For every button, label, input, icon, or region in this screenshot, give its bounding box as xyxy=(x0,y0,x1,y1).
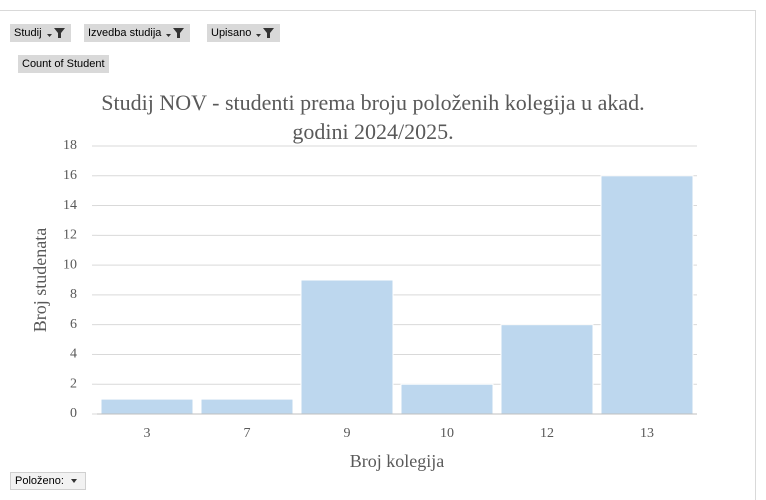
bar xyxy=(300,279,394,415)
y-tick-label: 12 xyxy=(63,228,77,243)
x-tick-label: 12 xyxy=(540,426,554,441)
bar xyxy=(100,398,194,415)
y-tick-label: 4 xyxy=(70,347,77,362)
y-axis-label: Broj studenata xyxy=(30,228,50,332)
value-field-label: Count of Student xyxy=(22,58,105,70)
bar xyxy=(400,383,494,415)
filter-label: Izvedba studija xyxy=(88,27,162,39)
x-tick-label: 9 xyxy=(344,426,351,441)
x-tick-label: 13 xyxy=(640,426,654,441)
bar xyxy=(500,324,594,415)
x-axis-label: Broj kolegija xyxy=(350,451,444,471)
filter-icon xyxy=(166,28,185,38)
x-tick-label: 7 xyxy=(244,426,251,441)
axis-field-button[interactable]: Položeno: xyxy=(10,472,86,490)
filter-button[interactable]: Izvedba studija xyxy=(84,24,191,42)
dropdown-icon xyxy=(70,479,77,483)
filter-icon xyxy=(46,28,65,38)
y-tick-label: 14 xyxy=(63,198,77,213)
filter-label: Studij xyxy=(14,27,42,39)
y-tick-label: 18 xyxy=(63,138,77,153)
x-tick-label: 3 xyxy=(144,426,151,441)
axis-field-label: Položeno: xyxy=(15,475,64,487)
filter-button[interactable]: Studij xyxy=(10,24,71,42)
filter-label: Upisano xyxy=(211,27,252,39)
frame xyxy=(0,10,756,500)
filter-icon xyxy=(256,28,275,38)
bar xyxy=(200,398,294,415)
filter-button[interactable]: Upisano xyxy=(207,24,281,42)
x-tick-label: 10 xyxy=(440,426,454,441)
y-tick-label: 0 xyxy=(70,406,77,421)
chart-title: Studij NOV - studenti prema broju polože… xyxy=(101,90,645,144)
y-tick-label: 8 xyxy=(70,287,77,302)
y-tick-label: 2 xyxy=(70,376,77,391)
y-tick-label: 6 xyxy=(70,317,77,332)
y-tick-label: 16 xyxy=(63,168,77,183)
value-field-button[interactable]: Count of Student xyxy=(18,55,109,73)
bar xyxy=(600,175,694,415)
y-tick-label: 10 xyxy=(63,257,77,272)
